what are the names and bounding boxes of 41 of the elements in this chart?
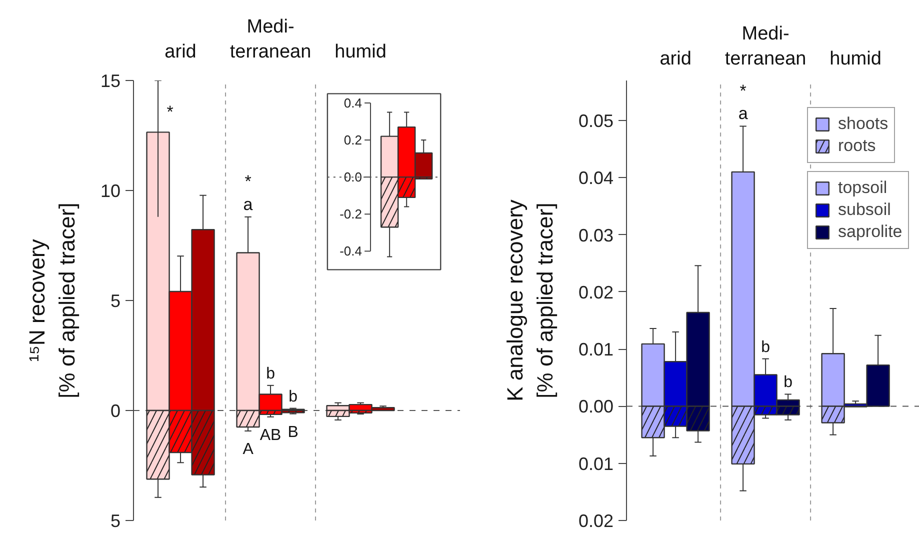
y-tick-label: -0.4 — [340, 244, 362, 259]
data-label: AB — [260, 426, 282, 444]
y-tick-label: 5 — [110, 291, 121, 311]
y-tick-label: 0.02 — [578, 511, 614, 531]
annotation: saprolite — [838, 222, 902, 242]
x-tick-label: Medi- terranean — [230, 16, 312, 62]
y-tick-label: 0.05 — [578, 111, 614, 131]
data-label: b — [266, 365, 276, 382]
y-tick-label: 10 — [100, 181, 121, 201]
data-label: * a — [738, 81, 748, 124]
y-tick-label: 0.2 — [344, 132, 362, 148]
annotation: topsoil — [838, 178, 888, 198]
y-tick-label: 0.02 — [578, 282, 614, 302]
y-tick-label: 0.01 — [578, 340, 614, 360]
legend-label: roots — [838, 136, 876, 156]
data-label: B — [288, 424, 298, 441]
data-label: * — [166, 102, 174, 122]
annotation: subsoil — [838, 200, 891, 220]
data-label: b — [761, 338, 770, 356]
y-tick-label: 0.03 — [578, 225, 614, 246]
legend-label: shoots — [838, 114, 888, 134]
y-axis-title: K analogue recovery [% of applied tracer] — [502, 200, 558, 402]
y-tick-label: 0 — [110, 401, 121, 421]
y-tick-label: 0.4 — [344, 95, 362, 110]
x-tick-label: arid — [660, 48, 692, 70]
y-tick-label: 0.0 — [344, 170, 362, 185]
y-tick-label: 0.00 — [578, 396, 614, 417]
data-label: * a — [243, 172, 254, 214]
x-tick-label: Medi- terranean — [724, 23, 806, 70]
x-tick-label: arid — [164, 42, 196, 62]
data-label: b — [784, 374, 793, 392]
data-label: b — [288, 388, 298, 406]
y-tick-label: 5 — [110, 511, 121, 531]
y-tick-label: 0.01 — [578, 454, 614, 474]
x-tick-label: humid — [830, 48, 882, 70]
y-tick-label: 0.04 — [578, 168, 614, 188]
y-tick-label: 15 — [100, 71, 121, 91]
x-tick-label: humid — [334, 42, 386, 62]
data-label: A — [242, 440, 254, 458]
y-axis-title: ¹⁵N recovery [% of applied tracer] — [24, 202, 80, 398]
y-tick-label: -0.2 — [340, 206, 362, 222]
